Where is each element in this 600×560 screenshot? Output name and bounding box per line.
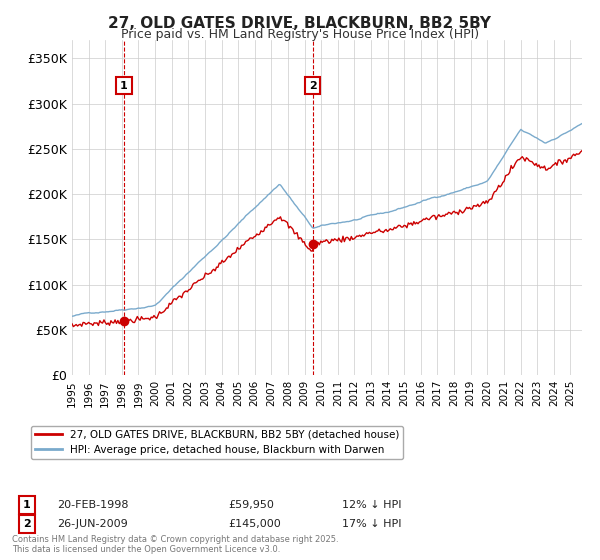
Text: 12% ↓ HPI: 12% ↓ HPI xyxy=(342,500,401,510)
Legend: 27, OLD GATES DRIVE, BLACKBURN, BB2 5BY (detached house), HPI: Average price, de: 27, OLD GATES DRIVE, BLACKBURN, BB2 5BY … xyxy=(31,426,403,459)
Text: Contains HM Land Registry data © Crown copyright and database right 2025.
This d: Contains HM Land Registry data © Crown c… xyxy=(12,535,338,554)
Text: 27, OLD GATES DRIVE, BLACKBURN, BB2 5BY: 27, OLD GATES DRIVE, BLACKBURN, BB2 5BY xyxy=(109,16,491,31)
Text: 20-FEB-1998: 20-FEB-1998 xyxy=(57,500,128,510)
Text: 26-JUN-2009: 26-JUN-2009 xyxy=(57,519,128,529)
Text: 2: 2 xyxy=(23,519,31,529)
Text: 1: 1 xyxy=(23,500,31,510)
Text: £145,000: £145,000 xyxy=(228,519,281,529)
Text: Price paid vs. HM Land Registry's House Price Index (HPI): Price paid vs. HM Land Registry's House … xyxy=(121,28,479,41)
Text: 1: 1 xyxy=(120,81,128,91)
Text: 2: 2 xyxy=(308,81,316,91)
Text: 17% ↓ HPI: 17% ↓ HPI xyxy=(342,519,401,529)
Text: £59,950: £59,950 xyxy=(228,500,274,510)
